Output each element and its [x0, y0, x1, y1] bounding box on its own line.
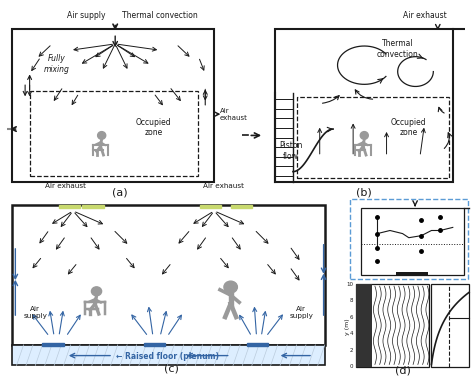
Bar	[12, 345, 325, 365]
Text: 8: 8	[350, 298, 354, 303]
Bar	[350, 199, 468, 279]
Text: Piston
flow: Piston flow	[279, 141, 302, 161]
Text: Thermal
convection: Thermal convection	[377, 39, 419, 59]
Text: ← Raised floor (plenum): ← Raised floor (plenum)	[116, 352, 219, 361]
Bar	[12, 205, 325, 345]
Text: (b): (b)	[356, 187, 372, 197]
Bar	[11, 29, 214, 182]
Text: Air supply: Air supply	[67, 12, 105, 20]
Circle shape	[360, 132, 368, 139]
Text: (d): (d)	[395, 366, 410, 376]
Circle shape	[224, 281, 237, 293]
Circle shape	[91, 287, 101, 296]
Bar	[431, 284, 469, 367]
Text: y (m): y (m)	[345, 318, 350, 335]
Text: 10: 10	[346, 281, 354, 286]
Bar	[356, 284, 429, 367]
Bar	[144, 343, 165, 346]
Bar	[298, 97, 449, 178]
Text: Air exhaust: Air exhaust	[402, 11, 447, 20]
Bar	[29, 91, 199, 176]
Text: Occupied
zone: Occupied zone	[136, 118, 171, 137]
Text: 0: 0	[350, 364, 354, 369]
Text: 6: 6	[350, 315, 354, 320]
Bar	[356, 284, 373, 367]
Bar	[275, 29, 453, 182]
Text: Air exhaust: Air exhaust	[46, 183, 86, 189]
Bar	[361, 208, 464, 275]
Bar	[200, 205, 221, 208]
Text: (c): (c)	[164, 364, 179, 374]
Bar	[396, 272, 428, 275]
Bar	[231, 205, 252, 208]
Bar	[59, 205, 80, 208]
Bar	[42, 343, 64, 346]
Circle shape	[98, 132, 106, 139]
Text: Air
supply: Air supply	[289, 306, 313, 319]
Bar	[82, 205, 104, 208]
Text: Thermal convection: Thermal convection	[122, 12, 198, 20]
Bar	[247, 343, 268, 346]
Text: Occupied
zone: Occupied zone	[391, 118, 427, 137]
Text: Air
exhaust: Air exhaust	[220, 108, 248, 121]
Text: (a): (a)	[112, 187, 128, 197]
Text: Air exhaust: Air exhaust	[203, 183, 244, 189]
Text: Air
supply: Air supply	[23, 306, 47, 319]
Text: 4: 4	[350, 331, 354, 336]
Text: Fully
mixing: Fully mixing	[44, 54, 70, 74]
Text: 2: 2	[350, 348, 354, 353]
